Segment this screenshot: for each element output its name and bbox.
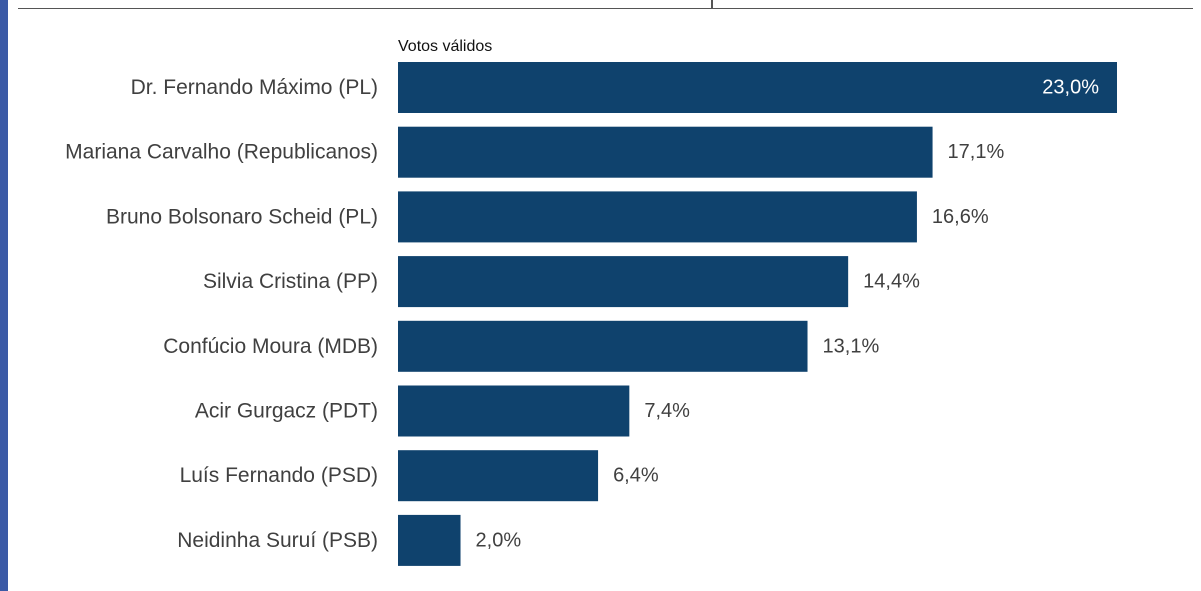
bar-7 bbox=[398, 514, 461, 566]
bar-3 bbox=[398, 256, 849, 308]
top-divider-line bbox=[18, 8, 1193, 9]
bars-group: Dr. Fernando Máximo (PL) 23,0% Mariana Car… bbox=[65, 62, 1117, 566]
category-label-3: Silvia Cristina (PP) bbox=[203, 270, 378, 293]
value-label-6: 6,4% bbox=[613, 465, 659, 487]
bar-5 bbox=[398, 385, 630, 437]
bar-1 bbox=[398, 126, 933, 178]
value-label-5: 7,4% bbox=[644, 400, 690, 422]
bar-0 bbox=[398, 62, 1117, 113]
category-label-7: Neidinha Suruí (PSB) bbox=[177, 529, 378, 552]
value-label-4: 13,1% bbox=[823, 335, 880, 357]
bar-2 bbox=[398, 191, 917, 243]
value-label-2: 16,6% bbox=[932, 206, 989, 228]
category-label-4: Confúcio Moura (MDB) bbox=[163, 335, 378, 358]
value-label-1: 17,1% bbox=[948, 141, 1005, 163]
value-label-3: 14,4% bbox=[863, 271, 920, 293]
category-label-0: Dr. Fernando Máximo (PL) bbox=[131, 76, 378, 99]
category-label-5: Acir Gurgacz (PDT) bbox=[195, 400, 378, 423]
left-accent-bar bbox=[0, 0, 8, 591]
bar-4 bbox=[398, 320, 808, 372]
value-label-7: 2,0% bbox=[476, 529, 522, 551]
category-label-1: Mariana Carvalho (Republicanos) bbox=[65, 141, 378, 164]
top-divider-tick bbox=[711, 0, 713, 8]
value-label-0: 23,0% bbox=[1042, 77, 1099, 99]
category-label-6: Luís Fernando (PSD) bbox=[180, 464, 378, 487]
category-label-2: Bruno Bolsonaro Scheid (PL) bbox=[106, 205, 378, 228]
series-label: Votos válidos bbox=[398, 38, 492, 55]
bar-6 bbox=[398, 450, 599, 502]
